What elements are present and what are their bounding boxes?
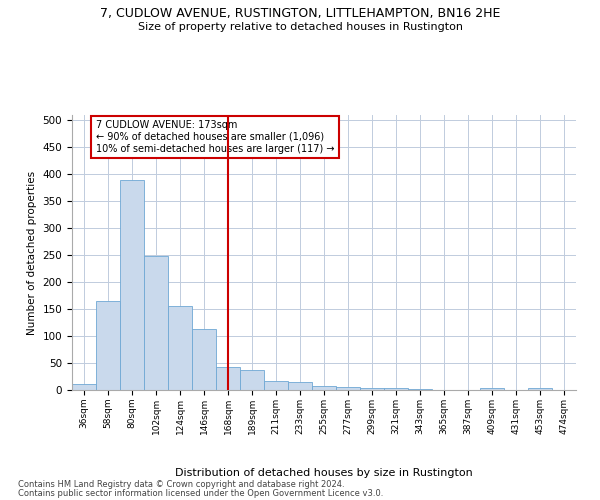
Bar (384, 388, 408, 390)
Bar (216, 368, 240, 390)
Text: Distribution of detached houses by size in Rustington: Distribution of detached houses by size … (175, 468, 473, 477)
Bar (144, 256, 168, 390)
Bar (288, 382, 312, 390)
Bar (312, 386, 336, 390)
Bar (480, 388, 504, 390)
Bar (192, 329, 216, 390)
Text: Contains HM Land Registry data © Crown copyright and database right 2024.: Contains HM Land Registry data © Crown c… (18, 480, 344, 489)
Bar (360, 388, 384, 390)
Text: 7, CUDLOW AVENUE, RUSTINGTON, LITTLEHAMPTON, BN16 2HE: 7, CUDLOW AVENUE, RUSTINGTON, LITTLEHAMP… (100, 8, 500, 20)
Text: Contains public sector information licensed under the Open Government Licence v3: Contains public sector information licen… (18, 488, 383, 498)
Bar (120, 180, 144, 390)
Bar (264, 381, 288, 390)
Bar (168, 306, 192, 390)
Y-axis label: Number of detached properties: Number of detached properties (27, 170, 37, 334)
Bar (408, 389, 432, 390)
Text: 7 CUDLOW AVENUE: 173sqm
← 90% of detached houses are smaller (1,096)
10% of semi: 7 CUDLOW AVENUE: 173sqm ← 90% of detache… (96, 120, 335, 154)
Bar (72, 384, 96, 390)
Bar (96, 301, 120, 390)
Text: Size of property relative to detached houses in Rustington: Size of property relative to detached ho… (137, 22, 463, 32)
Bar (336, 387, 360, 390)
Bar (240, 370, 264, 390)
Bar (528, 388, 552, 390)
